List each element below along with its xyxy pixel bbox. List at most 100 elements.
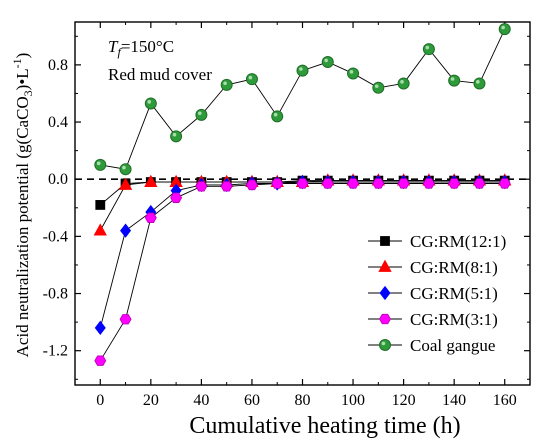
legend-item: CG:RM(3:1) <box>368 310 498 329</box>
y-tick-label: 0.0 <box>48 171 68 188</box>
legend-marker <box>379 313 391 325</box>
data-point <box>372 81 385 94</box>
data-point-highlight <box>324 58 328 63</box>
data-point <box>271 110 284 123</box>
legend-item: CG:RM(8:1) <box>368 258 498 277</box>
data-point-body <box>347 67 360 80</box>
data-point-body <box>473 77 486 90</box>
data-point-highlight <box>425 45 430 50</box>
legend-label: CG:RM(12:1) <box>410 232 506 251</box>
data-point-body <box>195 108 208 121</box>
data-point <box>195 181 208 192</box>
data-point-highlight <box>96 161 101 166</box>
legend-label: CG:RM(8:1) <box>410 258 498 277</box>
data-point <box>473 77 486 90</box>
axes-layer: 0 20 40 60 80 100 120 140 160 -1.2 -0.8 -0.4 0.0 0.4 0… <box>43 21 531 409</box>
y-tick-label: -0.8 <box>43 286 68 303</box>
annotation-temp-value: =150°C <box>121 37 174 56</box>
y-title-part: 3 <box>21 90 35 96</box>
data-point-body <box>170 130 183 143</box>
x-tick-label: 40 <box>193 392 209 409</box>
data-point <box>422 178 435 189</box>
data-point-body <box>119 163 132 176</box>
data-point <box>119 163 132 176</box>
legend-marker-body <box>379 339 391 351</box>
annotation-temperature: Tf=150°C <box>108 37 174 59</box>
data-point <box>296 178 309 189</box>
data-point <box>195 108 208 121</box>
x-axis-title: Cumulative heating time (h) <box>189 413 460 439</box>
data-point-highlight <box>273 112 278 117</box>
data-point-body <box>448 74 461 87</box>
data-point-highlight <box>349 70 354 74</box>
data-point <box>144 174 158 187</box>
y-tick-label: 0.4 <box>48 114 68 131</box>
data-point-highlight <box>374 84 379 88</box>
x-tick-label: 140 <box>442 392 466 409</box>
data-point <box>119 314 132 325</box>
data-point-body <box>94 158 107 171</box>
legend-marker-highlight <box>381 341 386 346</box>
data-point-body <box>397 77 410 90</box>
data-point <box>448 178 461 189</box>
data-point <box>94 355 107 366</box>
annotation-temp-subscript: f <box>117 45 122 59</box>
data-point <box>271 178 284 189</box>
data-point-highlight <box>122 165 126 170</box>
data-point <box>220 181 233 192</box>
y-title-part: Acid neutralization potential (g(CaCO <box>13 96 32 357</box>
y-tick-label: -1.2 <box>43 343 68 360</box>
data-point <box>296 64 309 77</box>
x-tick-label: 80 <box>295 392 311 409</box>
data-point <box>170 130 183 143</box>
data-point-highlight <box>147 100 152 104</box>
data-point <box>347 67 360 80</box>
data-point <box>118 177 133 190</box>
x-tick-label: 120 <box>392 392 416 409</box>
data-point <box>245 73 258 86</box>
x-tick-label: 100 <box>341 392 365 409</box>
legend: CG:RM(12:1) CG:RM(8:1) CG:RM(5:1) CG:RM(3:1… <box>368 232 506 355</box>
data-point-highlight <box>248 75 253 80</box>
data-point-body <box>220 78 233 91</box>
x-tick-label: 160 <box>493 392 517 409</box>
data-point <box>94 158 107 171</box>
legend-marker <box>380 236 390 246</box>
data-point <box>498 23 511 36</box>
data-point-highlight <box>501 25 505 30</box>
legend-item: CG:RM(12:1) <box>368 232 506 251</box>
data-point <box>93 223 107 236</box>
data-point-body <box>144 97 157 110</box>
data-point <box>144 97 157 110</box>
data-point-body <box>271 110 284 123</box>
data-point <box>144 212 157 223</box>
annotation-layer: Tf=150°C Red mud cover <box>108 37 212 84</box>
legend-label: CG:RM(5:1) <box>410 284 498 303</box>
y-title-part: -1 <box>10 58 24 68</box>
data-point-highlight <box>223 81 227 86</box>
y-axis-title: Acid neutralization potential (g(CaCO3)•… <box>10 53 35 358</box>
data-point <box>220 78 233 91</box>
y-title-part: ) <box>13 53 32 59</box>
legend-label: CG:RM(3:1) <box>410 310 498 329</box>
data-point-highlight <box>299 67 303 71</box>
legend-item: CG:RM(5:1) <box>368 284 498 303</box>
data-point <box>397 178 410 189</box>
y-title-part: )•L <box>13 68 32 90</box>
y-tick-label: -0.4 <box>43 228 68 245</box>
x-tick-label: 0 <box>96 392 104 409</box>
data-point <box>498 178 511 189</box>
legend-label: Coal gangue <box>410 336 495 355</box>
data-point <box>321 56 334 69</box>
x-tick-label: 20 <box>143 392 159 409</box>
annotation-temp-symbol: T <box>108 37 119 56</box>
series-line <box>99 181 505 328</box>
legend-marker <box>379 285 391 301</box>
data-point <box>473 178 486 189</box>
data-point <box>94 320 106 335</box>
data-point <box>422 43 435 56</box>
data-point <box>372 178 385 189</box>
data-point-body <box>245 73 258 86</box>
